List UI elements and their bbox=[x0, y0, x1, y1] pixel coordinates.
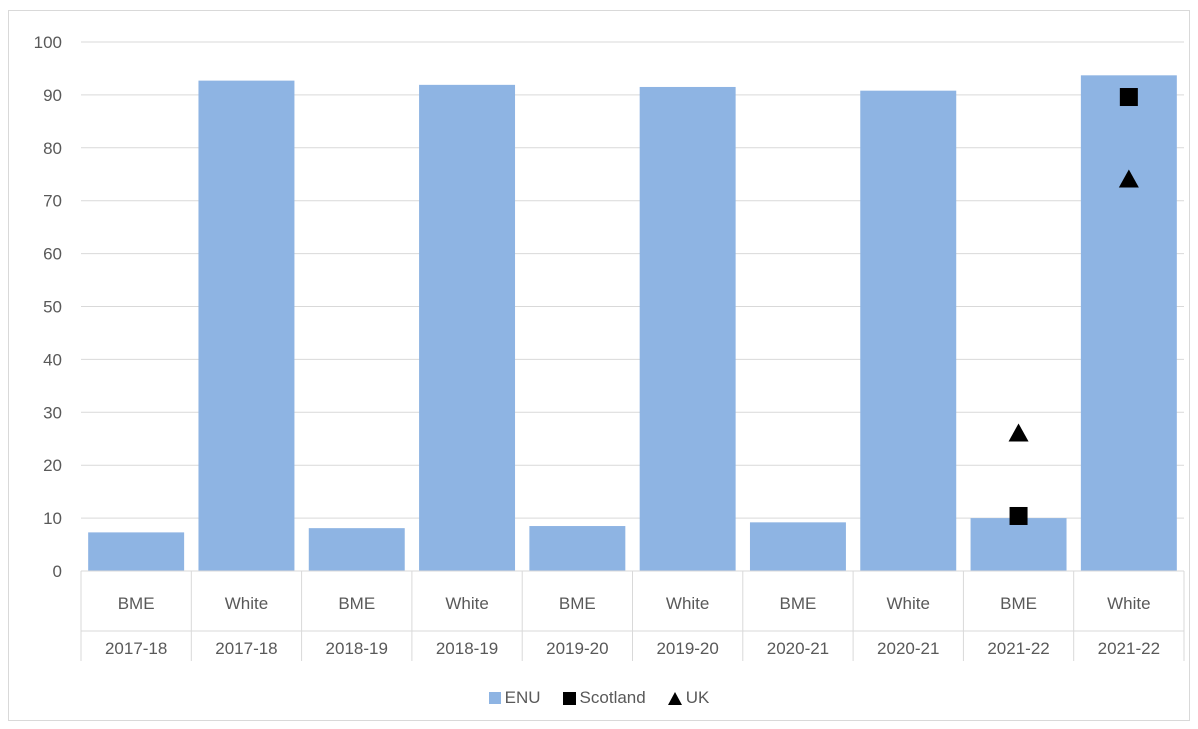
x-tick-label-group: BME bbox=[1000, 594, 1037, 613]
y-tick-label: 10 bbox=[43, 509, 62, 528]
x-tick-label-year: 2021-22 bbox=[987, 639, 1049, 658]
scotland-marker bbox=[1119, 88, 1138, 107]
bar bbox=[88, 532, 185, 571]
bar bbox=[419, 84, 516, 571]
x-tick-label-year: 2017-18 bbox=[215, 639, 277, 658]
bar bbox=[970, 518, 1067, 571]
y-tick-label: 60 bbox=[43, 245, 62, 264]
scotland-marker bbox=[1009, 506, 1028, 525]
x-tick-label-group: White bbox=[445, 594, 488, 613]
y-tick-label: 0 bbox=[53, 562, 62, 581]
y-tick-label: 90 bbox=[43, 86, 62, 105]
y-tick-label: 70 bbox=[43, 192, 62, 211]
legend-label-enu: ENU bbox=[504, 688, 541, 707]
y-tick-label: 100 bbox=[34, 33, 62, 52]
x-tick-label-year: 2019-20 bbox=[546, 639, 608, 658]
legend-item-enu: ENU bbox=[488, 688, 541, 708]
x-tick-label-year: 2021-22 bbox=[1098, 639, 1160, 658]
x-tick-label-year: 2017-18 bbox=[105, 639, 167, 658]
y-tick-label: 80 bbox=[43, 139, 62, 158]
legend-label-uk: UK bbox=[685, 688, 710, 707]
legend-swatch-uk bbox=[667, 691, 682, 705]
x-tick-label-group: BME bbox=[559, 594, 596, 613]
x-tick-label-group: BME bbox=[780, 594, 817, 613]
x-tick-label-group: BME bbox=[338, 594, 375, 613]
bar bbox=[308, 528, 405, 571]
bar bbox=[198, 80, 295, 571]
y-tick-label: 50 bbox=[43, 298, 62, 317]
y-tick-label: 20 bbox=[43, 456, 62, 475]
x-tick-label-group: White bbox=[225, 594, 268, 613]
bar bbox=[639, 86, 736, 571]
legend-swatch-scotland bbox=[562, 691, 576, 705]
x-tick-label-group: White bbox=[666, 594, 709, 613]
x-tick-label-group: White bbox=[1107, 594, 1150, 613]
legend-label-scotland: Scotland bbox=[579, 688, 646, 707]
legend-swatch-enu bbox=[488, 692, 501, 704]
x-tick-label-group: White bbox=[887, 594, 930, 613]
x-tick-label-year: 2020-21 bbox=[877, 639, 939, 658]
x-tick-label-group: BME bbox=[118, 594, 155, 613]
legend-item-uk: UK bbox=[667, 688, 710, 708]
y-tick-label: 40 bbox=[43, 350, 62, 369]
uk-marker bbox=[1008, 423, 1029, 442]
y-tick-label: 30 bbox=[43, 403, 62, 422]
bar bbox=[529, 526, 626, 571]
legend-item-scotland: Scotland bbox=[562, 688, 646, 708]
bar bbox=[860, 90, 957, 571]
x-tick-label-year: 2019-20 bbox=[656, 639, 718, 658]
bar bbox=[1080, 75, 1177, 572]
bar bbox=[749, 522, 846, 571]
x-tick-label-year: 2020-21 bbox=[767, 639, 829, 658]
legend: ENU Scotland UK bbox=[0, 688, 1198, 708]
uk-marker bbox=[1118, 169, 1139, 188]
x-tick-label-year: 2018-19 bbox=[436, 639, 498, 658]
x-tick-label-year: 2018-19 bbox=[326, 639, 388, 658]
